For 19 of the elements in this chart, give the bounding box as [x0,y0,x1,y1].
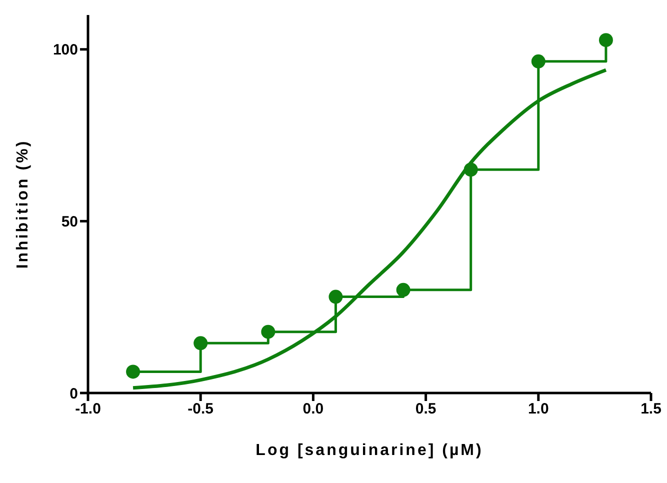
x-tick-label: 0.0 [302,400,324,418]
point [464,162,478,177]
x-tick-label: 1.5 [640,400,662,418]
x-tick-label: 1.0 [528,400,549,418]
x-tick-label: -0.5 [188,400,214,418]
y-tick-label: 100 [52,42,78,59]
y-tick-label: 0 [70,385,78,402]
point [194,336,208,350]
y-axis-title: Inhibition (%) [14,139,32,269]
point [328,290,343,304]
x-tick-label: -1.0 [75,400,101,418]
point [531,54,546,68]
point [598,33,613,48]
point [396,282,410,297]
x-axis-title: Log [sanguinarine] (µM) [256,442,484,459]
y-tick-label: 50 [61,214,78,231]
point [261,324,276,339]
x-tick-label: 0.5 [415,400,436,418]
point [126,364,140,379]
